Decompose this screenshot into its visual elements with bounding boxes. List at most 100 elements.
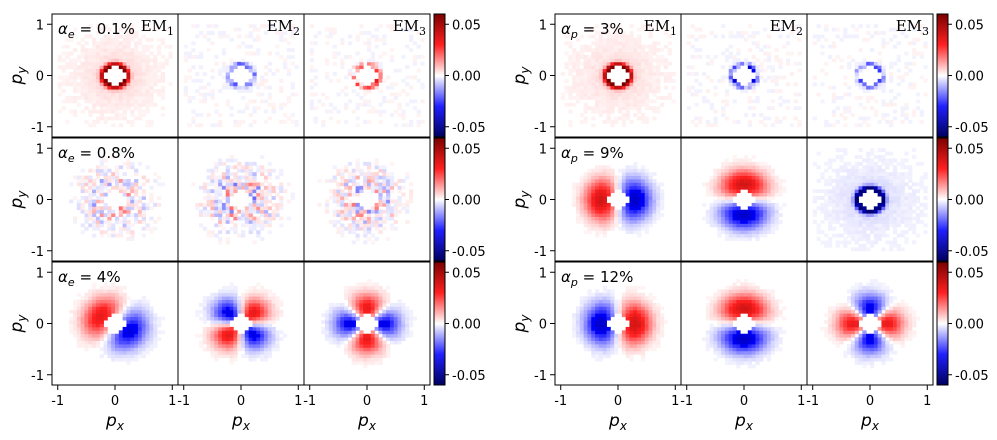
heatmap-cell	[374, 326, 379, 331]
heatmap-cell	[572, 189, 577, 194]
heatmap-cell	[141, 78, 146, 83]
heatmap-cell	[141, 340, 146, 345]
heatmap-cell	[115, 354, 120, 359]
heatmap-cell	[126, 99, 131, 104]
heatmap-cell	[591, 65, 596, 70]
heatmap-cell	[61, 44, 66, 49]
heatmap-cell	[640, 179, 646, 183]
heatmap-cell	[759, 202, 764, 207]
heatmap-cell	[145, 48, 150, 52]
heatmap-cell	[625, 185, 630, 190]
heatmap-cell	[99, 313, 104, 318]
heatmap-cell	[244, 51, 250, 56]
heatmap-cell	[347, 226, 353, 231]
heatmap-cell	[351, 354, 356, 359]
heatmap-cell	[103, 92, 108, 97]
heatmap-cell	[260, 285, 265, 290]
heatmap-cell	[225, 347, 230, 352]
heatmap-cell	[870, 48, 875, 52]
heatmap-cell	[134, 216, 139, 221]
heatmap-cell	[843, 185, 848, 190]
heatmap-cell	[786, 34, 791, 39]
heatmap-cell	[99, 168, 104, 173]
heatmap-cell	[199, 55, 204, 59]
heatmap-cell	[610, 216, 615, 221]
heatmap-cell	[149, 37, 154, 42]
heatmap-cell	[564, 34, 569, 39]
heatmap-cell	[778, 182, 783, 187]
heatmap-cell	[160, 75, 166, 80]
heatmap-cell	[229, 326, 234, 331]
heatmap-cell	[393, 337, 398, 341]
heatmap-cell	[409, 333, 414, 338]
heatmap-cell	[359, 313, 364, 318]
heatmap-cell	[260, 24, 265, 29]
heatmap-cell	[843, 148, 848, 153]
heatmap-cell	[286, 116, 292, 121]
heatmap-cell	[80, 323, 85, 328]
heatmap-cell	[347, 303, 353, 307]
heatmap-cell	[84, 89, 89, 93]
heatmap-cell	[351, 89, 356, 93]
heatmap-cell	[164, 58, 169, 63]
heatmap-cell	[705, 99, 711, 104]
heatmap-cell	[275, 333, 280, 338]
heatmap-cell	[881, 41, 886, 46]
heatmap-cell	[313, 106, 318, 111]
heatmap-cell	[877, 65, 882, 70]
heatmap-cell	[862, 65, 867, 70]
heatmap-cell	[267, 299, 272, 304]
heatmap-cell	[866, 99, 871, 104]
heatmap-cell	[88, 182, 93, 187]
heatmap-cell	[602, 92, 607, 97]
heatmap-cell	[401, 179, 406, 183]
heatmap-cell	[644, 61, 649, 66]
heatmap-cell	[137, 306, 143, 311]
heatmap-cell	[340, 189, 345, 194]
heatmap-cell	[660, 202, 665, 207]
heatmap-cell	[847, 209, 852, 214]
heatmap-cell	[835, 189, 840, 194]
heatmap-cell	[107, 303, 112, 307]
heatmap-cell	[374, 237, 379, 241]
heatmap-cell	[755, 82, 760, 87]
heatmap-cell	[344, 102, 349, 107]
heatmap-cell	[252, 82, 257, 87]
heatmap-cell	[843, 216, 848, 221]
heatmap-cell	[267, 68, 272, 73]
heatmap-cell	[363, 31, 368, 35]
heatmap-cell	[92, 213, 97, 217]
heatmap-cell	[103, 65, 108, 70]
heatmap-cell	[386, 206, 391, 211]
heatmap-cell	[122, 116, 127, 121]
heatmap-cell	[84, 347, 89, 352]
heatmap-cell	[602, 65, 607, 70]
heatmap-cell	[728, 68, 733, 73]
heatmap-cell	[728, 72, 733, 76]
heatmap-cell	[564, 89, 569, 93]
heatmap-cell	[782, 116, 787, 121]
heatmap-cell	[225, 230, 230, 235]
heatmap-cell	[724, 209, 730, 214]
heatmap-cell	[908, 82, 913, 87]
heatmap-cell	[118, 106, 124, 111]
heatmap-cell	[122, 41, 127, 46]
heatmap-cell	[763, 230, 768, 235]
heatmap-cell	[267, 296, 272, 300]
heatmap-cell	[355, 102, 360, 107]
heatmap-cell	[118, 354, 124, 359]
heatmap-cell	[606, 192, 611, 197]
heatmap-cell	[732, 237, 737, 241]
heatmap-cell	[728, 165, 733, 170]
heatmap-cell	[763, 172, 768, 176]
heatmap-cell	[260, 289, 265, 294]
heatmap-cell	[309, 78, 314, 83]
heatmap-cell	[401, 55, 406, 59]
heatmap-cell	[751, 68, 756, 73]
heatmap-cell	[95, 196, 101, 200]
heatmap-cell	[325, 330, 330, 335]
heatmap-cell	[648, 75, 653, 80]
heatmap-cell	[95, 209, 101, 214]
heatmap-cell	[103, 82, 108, 87]
heatmap-cell	[370, 220, 376, 224]
